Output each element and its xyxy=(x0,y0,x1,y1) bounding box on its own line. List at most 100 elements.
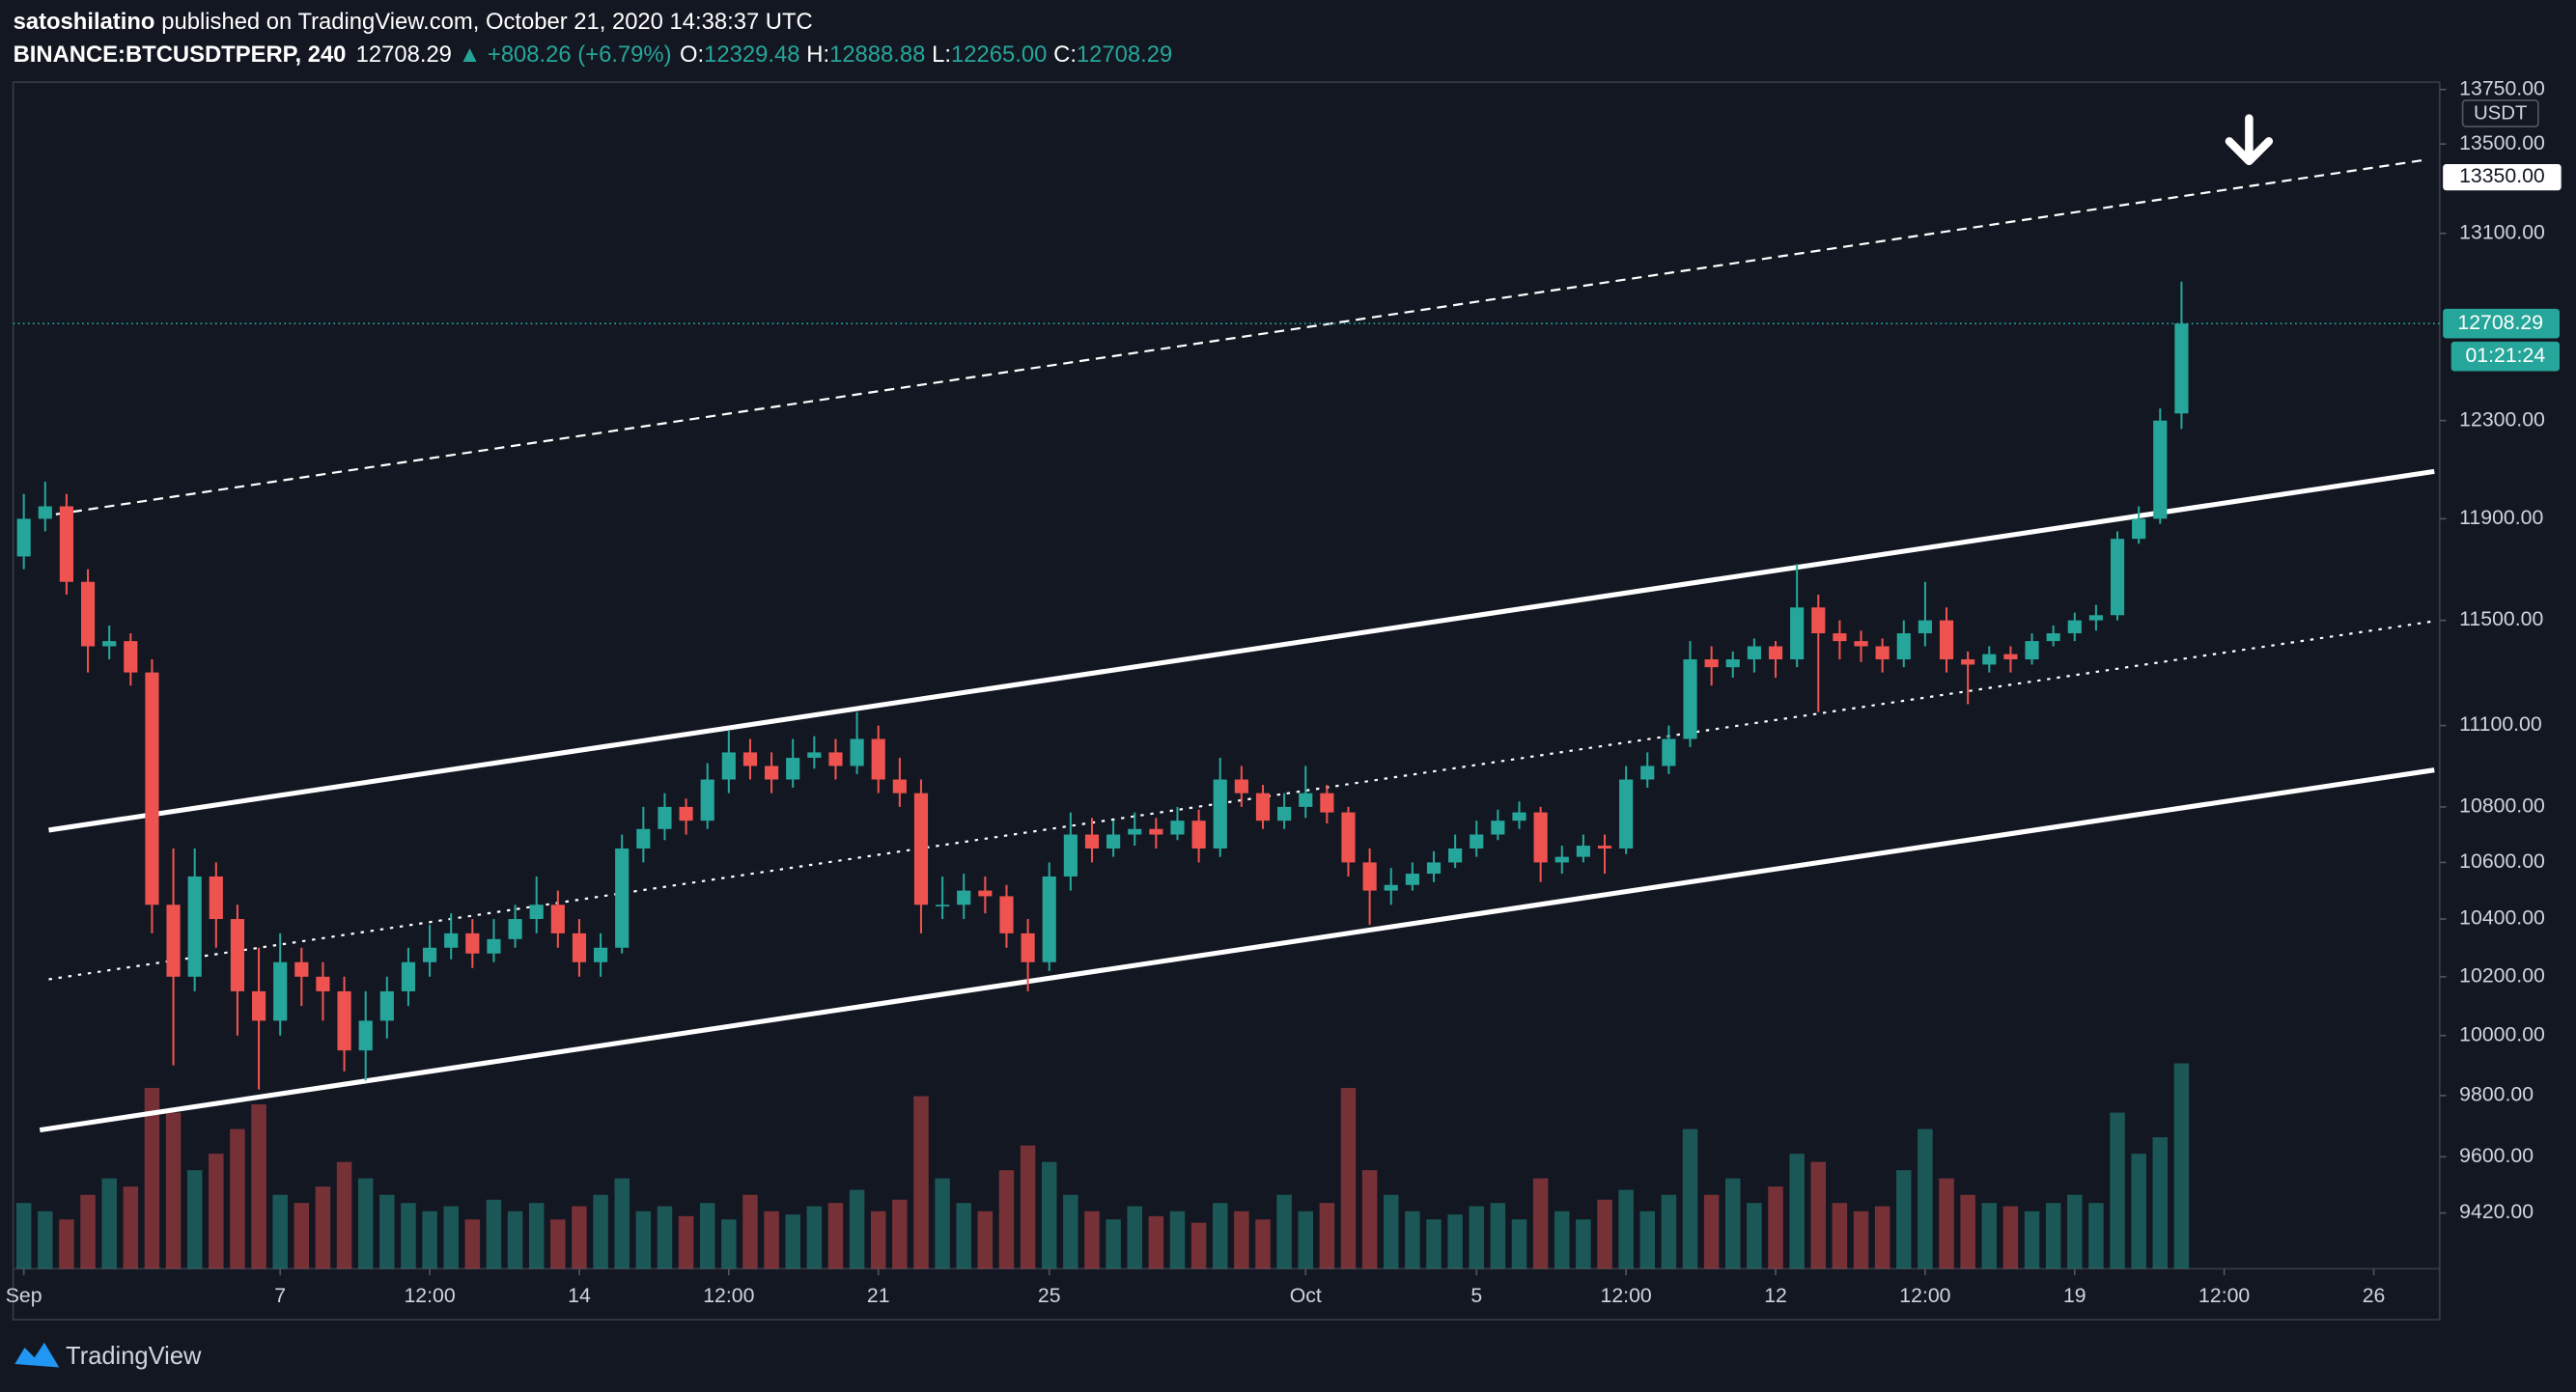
countdown-label: 01:21:24 xyxy=(2465,344,2545,367)
volume-bar xyxy=(1576,1219,1591,1269)
candle-body xyxy=(700,779,714,821)
candle-body xyxy=(1939,620,1954,660)
candle-body xyxy=(16,518,31,557)
candle-body xyxy=(913,793,929,905)
plot-area xyxy=(13,158,2440,1269)
candle-body xyxy=(465,933,480,954)
candle-body xyxy=(1747,646,1761,660)
volume-bar xyxy=(486,1199,502,1269)
y-tick-label: 11100.00 xyxy=(2459,712,2542,736)
candle-body xyxy=(273,961,288,1021)
price-label: 12708.29 xyxy=(2457,311,2543,334)
candle-body xyxy=(1213,779,1227,849)
candle-body xyxy=(316,976,330,991)
volume-bar xyxy=(956,1203,971,1269)
price-box xyxy=(2443,308,2560,339)
volume-bar xyxy=(507,1211,523,1269)
brand-logo xyxy=(14,1342,60,1368)
ohlc-key: H: xyxy=(806,42,829,68)
volume-bar xyxy=(1832,1203,1848,1269)
volume-bar xyxy=(1939,1178,1954,1269)
volume-bar xyxy=(699,1203,715,1269)
candle-body xyxy=(1362,862,1377,891)
x-tick-label: 12:00 xyxy=(703,1284,754,1307)
x-tick-label: 12:00 xyxy=(1899,1284,1950,1307)
ohlc-value: 12888.88 xyxy=(829,42,925,68)
currency-label: USDT xyxy=(2474,103,2528,125)
volume-bar xyxy=(1190,1222,1207,1269)
candle-body xyxy=(1554,856,1569,863)
candle-body xyxy=(1662,738,1676,766)
x-tick-label: 21 xyxy=(867,1284,890,1307)
volume-bar xyxy=(892,1199,908,1269)
candle-body xyxy=(358,1020,373,1051)
volume-bar xyxy=(101,1178,117,1269)
volume-bar xyxy=(379,1194,395,1269)
candle-body xyxy=(1961,659,1975,665)
candle-body xyxy=(1875,646,1890,660)
y-tick-label: 10000.00 xyxy=(2459,1022,2545,1045)
x-tick-label: 14 xyxy=(568,1284,591,1307)
volume-bar xyxy=(1298,1211,1313,1269)
y-tick-label: 12300.00 xyxy=(2459,407,2545,431)
volume-bar xyxy=(59,1219,74,1269)
volume-bar xyxy=(550,1219,566,1269)
volume-bar xyxy=(1340,1088,1357,1269)
candle-body xyxy=(2110,539,2125,616)
volume-bar xyxy=(977,1211,994,1269)
volume-bar xyxy=(1981,1203,1998,1269)
x-tick-label: 12:00 xyxy=(1601,1284,1652,1307)
y-tick-label: 13750.00 xyxy=(2459,76,2545,99)
candle-body xyxy=(422,947,437,962)
candle-body xyxy=(444,933,459,948)
candle-body xyxy=(1042,876,1056,962)
volume-bar xyxy=(1960,1194,1975,1269)
x-tick-label: 19 xyxy=(2063,1284,2086,1307)
candle-body xyxy=(80,581,96,647)
candle-body xyxy=(828,752,843,766)
volume-bar xyxy=(1747,1203,1762,1269)
candle-body xyxy=(1725,659,1740,668)
candle-body xyxy=(209,876,223,920)
y-tick-label: 10200.00 xyxy=(2459,963,2545,987)
volume-bar xyxy=(1384,1194,1399,1269)
candle-body xyxy=(871,738,885,780)
volume-bar xyxy=(1319,1203,1335,1269)
candle-body xyxy=(230,919,245,991)
volume-bar xyxy=(80,1194,96,1269)
volume-bar xyxy=(443,1206,459,1269)
candle-body xyxy=(1470,834,1484,849)
volume-bar xyxy=(913,1096,929,1269)
candle-body xyxy=(2153,420,2168,519)
volume-bar xyxy=(870,1211,886,1269)
volume-bar xyxy=(614,1178,630,1269)
x-tick-label: 12:00 xyxy=(404,1284,455,1307)
candle-body xyxy=(59,506,74,582)
volume-bar xyxy=(1532,1178,1549,1269)
candle-body xyxy=(379,990,394,1021)
candle-body xyxy=(1426,862,1442,875)
y-tick-label: 11500.00 xyxy=(2459,607,2543,630)
volume-bar xyxy=(251,1104,266,1269)
candle-body xyxy=(957,890,971,905)
volume-bar xyxy=(294,1203,310,1269)
candle-body xyxy=(1597,846,1612,849)
volume-bar xyxy=(2110,1112,2125,1269)
volume-bar xyxy=(1447,1214,1463,1269)
volume-bar xyxy=(2088,1203,2104,1269)
volume-bar xyxy=(1234,1211,1249,1269)
candle-body xyxy=(102,641,117,647)
volume-bar xyxy=(1554,1211,1570,1269)
currency-box xyxy=(2461,99,2539,127)
volume-bar xyxy=(15,1203,32,1269)
candle-body xyxy=(1491,821,1505,835)
candle-body xyxy=(529,905,544,920)
ohlc-key: C: xyxy=(1053,42,1077,68)
candle-body xyxy=(1768,646,1783,660)
volume-bar xyxy=(401,1203,416,1269)
volume-bar xyxy=(1682,1128,1698,1269)
volume-bar xyxy=(315,1186,331,1269)
x-tick-label: 26 xyxy=(2363,1284,2386,1307)
